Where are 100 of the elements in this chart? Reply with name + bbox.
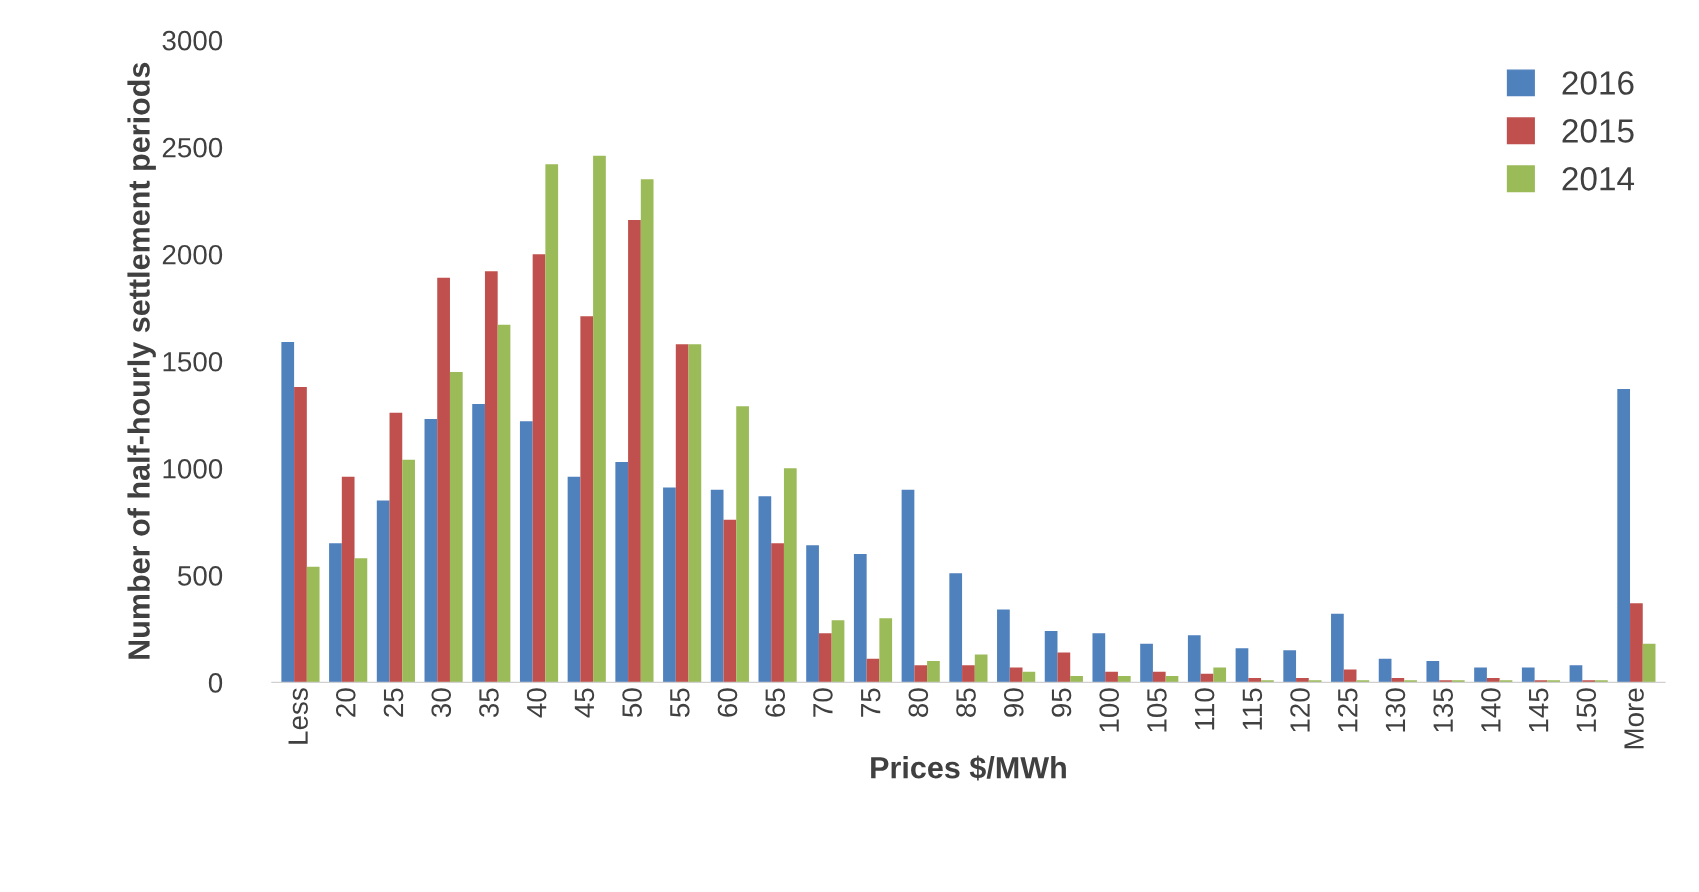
bar <box>580 316 594 683</box>
bar <box>736 406 749 683</box>
bar <box>389 412 403 683</box>
bar <box>818 633 832 683</box>
bar <box>472 404 485 683</box>
x-tick-label: 135 <box>1433 688 1453 732</box>
bar <box>354 558 368 683</box>
bar <box>688 344 702 683</box>
y-tick-label: 2500 <box>162 137 223 158</box>
bar <box>484 271 498 683</box>
bar <box>519 421 533 683</box>
x-tick-label: Less <box>288 688 308 744</box>
y-tick-label: 0 <box>208 673 223 693</box>
bar <box>949 573 963 683</box>
x-tick-label: 105 <box>1147 688 1167 732</box>
bar <box>1261 680 1274 683</box>
bar <box>806 545 819 683</box>
bar <box>914 665 928 683</box>
x-tick-label: 90 <box>1003 688 1024 717</box>
bar <box>1057 652 1071 683</box>
bar <box>615 461 629 683</box>
x-tick-label: 115 <box>1242 688 1263 730</box>
x-tick-label: 45 <box>574 688 595 718</box>
x-tick-label: 100 <box>1099 688 1120 732</box>
legend-label: 2015 <box>1562 119 1634 143</box>
bar <box>1152 671 1166 683</box>
y-tick-label: 3000 <box>162 30 223 51</box>
bar <box>402 459 415 683</box>
bar <box>1451 680 1465 683</box>
bar <box>1070 675 1083 683</box>
x-tick-label: 70 <box>813 688 833 717</box>
legend-label: 2014 <box>1562 167 1635 191</box>
legend-label: 2016 <box>1562 71 1634 95</box>
x-tick-label: 95 <box>1051 688 1072 717</box>
x-tick-label: 35 <box>479 688 499 718</box>
bar <box>1117 675 1131 683</box>
x-tick-label: 55 <box>670 688 690 718</box>
bar <box>1356 680 1370 683</box>
bar <box>1140 643 1153 683</box>
bar <box>723 519 737 683</box>
bar <box>962 665 975 683</box>
bar <box>1617 389 1631 683</box>
bar <box>901 489 915 683</box>
bar <box>306 566 320 683</box>
bar <box>783 468 797 683</box>
bar <box>879 618 893 683</box>
bar <box>1439 680 1452 683</box>
bar <box>281 341 295 683</box>
x-tick-label: 120 <box>1290 688 1310 732</box>
bar <box>1569 665 1583 683</box>
bar <box>593 155 606 683</box>
x-tick-label: 145 <box>1529 688 1549 732</box>
y-tick-label: 2000 <box>162 244 223 265</box>
bar <box>1595 680 1608 683</box>
bar <box>1331 613 1344 683</box>
bar <box>853 553 867 683</box>
bar <box>640 179 654 683</box>
bar <box>831 620 845 683</box>
bar <box>710 489 724 683</box>
bar <box>771 543 784 683</box>
y-tick-label: 1000 <box>163 458 223 479</box>
bar <box>1248 678 1262 683</box>
bar <box>1296 678 1309 683</box>
bar <box>1642 643 1656 683</box>
y-axis-title: Number of half-hourly settlement periods <box>127 62 156 659</box>
bar <box>329 543 342 683</box>
x-tick-label: 50 <box>622 688 642 718</box>
bar <box>1092 633 1106 683</box>
bar <box>567 476 581 683</box>
bar <box>758 496 772 683</box>
bar <box>497 324 511 683</box>
x-tick-label: 20 <box>335 688 356 717</box>
bar <box>1391 678 1405 683</box>
x-tick-label: 130 <box>1385 688 1406 732</box>
x-tick-label: 60 <box>717 688 738 717</box>
bar <box>1044 631 1058 683</box>
bar <box>628 219 641 683</box>
bar <box>341 476 355 683</box>
bar <box>663 487 676 683</box>
x-tick-label: 85 <box>956 688 976 717</box>
bar <box>449 371 463 683</box>
x-tick-label: 150 <box>1576 688 1597 732</box>
x-tick-label: 30 <box>431 688 452 718</box>
bar <box>532 254 546 683</box>
bar <box>1630 603 1643 683</box>
x-tick-label: 80 <box>908 688 929 717</box>
bar <box>997 609 1010 683</box>
bar <box>927 660 940 683</box>
bar <box>1009 667 1023 683</box>
x-tick-label: 110 <box>1194 688 1215 730</box>
bar <box>974 654 988 683</box>
x-tick-label: 125 <box>1337 688 1358 732</box>
x-tick-label: 140 <box>1481 688 1501 732</box>
x-tick-label: 65 <box>765 688 786 717</box>
x-tick-label: More <box>1624 688 1644 749</box>
bar <box>1378 658 1392 683</box>
bar <box>866 658 880 683</box>
x-axis-title: Prices $/MWh <box>871 755 1066 781</box>
bar <box>376 500 390 683</box>
x-tick-label: 75 <box>861 688 881 717</box>
